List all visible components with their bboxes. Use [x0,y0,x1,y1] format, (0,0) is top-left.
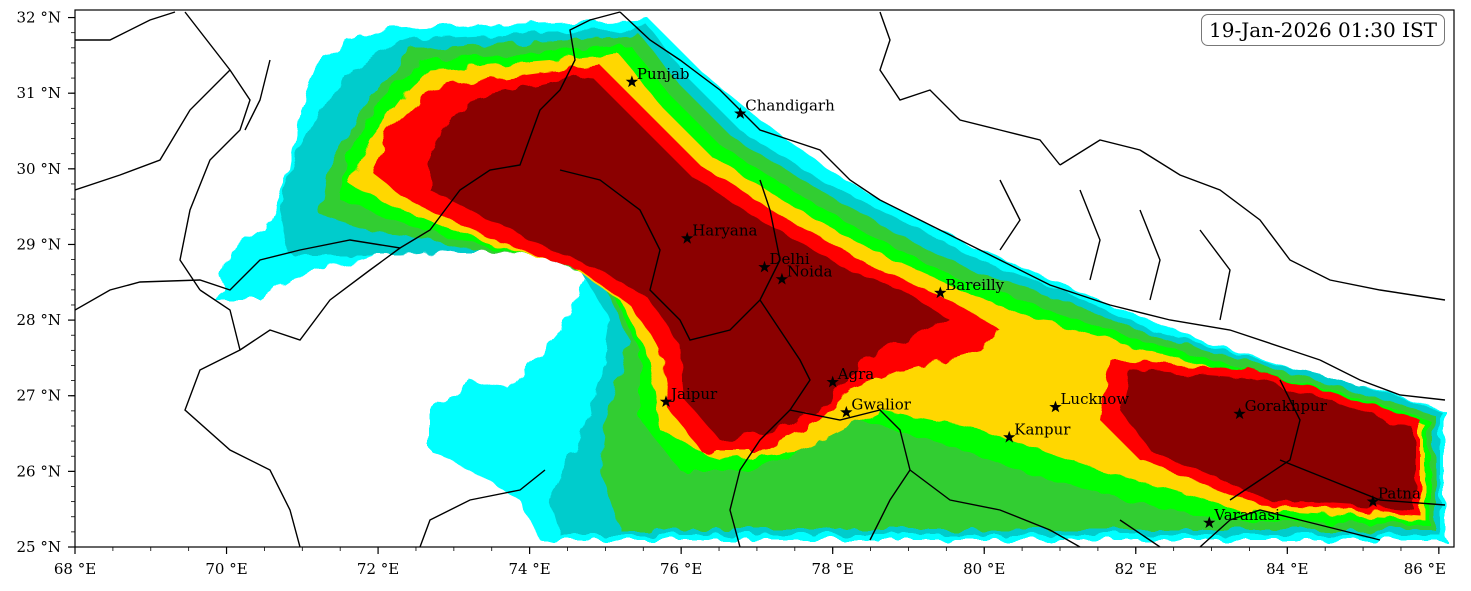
city-star-icon [1203,516,1216,529]
map-frame [74,9,1455,548]
city-label: Patna [1378,485,1421,503]
boundary-line [75,11,176,41]
boundary-line [559,169,781,341]
boundary-line [239,247,401,351]
boundary-line [879,199,1321,361]
city-star-icon [934,286,947,299]
city-label: Kanpur [1014,420,1071,438]
city-star-icon [734,107,747,119]
contour-field [215,20,1445,540]
city-label: Bareilly [945,276,1004,294]
city-star-icon [1003,430,1016,443]
boundary-line [419,469,546,547]
boundary-line [244,59,271,131]
y-tick-label: 32 °N [17,9,61,27]
axis-ticks: 32 °N 31 °N 30 °N 29 °N 28 °N 27 °N 26 °N 25 °N… [17,9,1446,578]
boundary-line [184,289,301,547]
boundary-line [75,69,231,191]
boundary-line [999,179,1231,321]
y-tick-label: 29 °N [17,235,61,253]
y-tick-label: 26 °N [17,462,61,480]
timestamp-label: 19-Jan-2026 01:30 IST [1201,14,1445,46]
city-label: Punjab [637,65,690,83]
y-tick-label: 27 °N [17,387,61,405]
city-star-icon [1233,407,1246,420]
boundary-line [1199,509,1381,547]
city-star-icon [625,75,639,88]
boundary-line [729,409,791,547]
x-tick-label: 86 °E [1404,560,1446,578]
x-tick-label: 76 °E [660,560,702,578]
x-tick-label: 72 °E [357,560,399,578]
boundary-line [179,11,251,291]
x-tick-label: 78 °E [812,560,854,578]
city-label: Chandigarh [745,97,835,115]
boundary-line [759,299,911,541]
fog-contour-level-7 [430,75,1415,510]
city-star-icon [659,395,673,407]
city-label: Haryana [692,221,757,239]
y-tick-label: 25 °N [17,538,61,556]
city-star-icon [775,272,789,285]
boundary-line [879,11,1061,166]
city-star-icon [681,231,694,244]
city-label: Lucknow [1060,390,1129,408]
city-label: Agra [837,365,875,383]
x-tick-label: 82 °E [1115,560,1157,578]
x-tick-label: 68 °E [54,560,96,578]
city-label: Gwalior [851,395,911,413]
admin-boundaries [75,11,1446,547]
y-tick-label: 28 °N [17,311,61,329]
city-label: Noida [787,262,833,280]
city-label: Jaipur [669,385,718,403]
city-star-icon [758,260,771,273]
boundary-line [909,469,1161,547]
city-label: Delhi [770,250,810,268]
x-tick-label: 74 °E [508,560,550,578]
boundary-line [1229,379,1446,506]
x-tick-label: 84 °E [1266,560,1308,578]
x-tick-label: 80 °E [963,560,1005,578]
y-tick-label: 30 °N [17,160,61,178]
boundary-line [75,11,621,311]
city-label: Varanasi [1213,506,1280,524]
x-tick-label: 70 °E [205,560,247,578]
boundary-line [1059,139,1446,301]
city-star-icon [1049,400,1062,413]
city-star-icon [826,375,839,388]
city-label: Gorakhpur [1245,397,1328,415]
city-star-icon [1366,495,1380,507]
city-star-icon [840,405,853,418]
boundary-line [1319,359,1446,401]
y-tick-label: 31 °N [17,84,61,102]
